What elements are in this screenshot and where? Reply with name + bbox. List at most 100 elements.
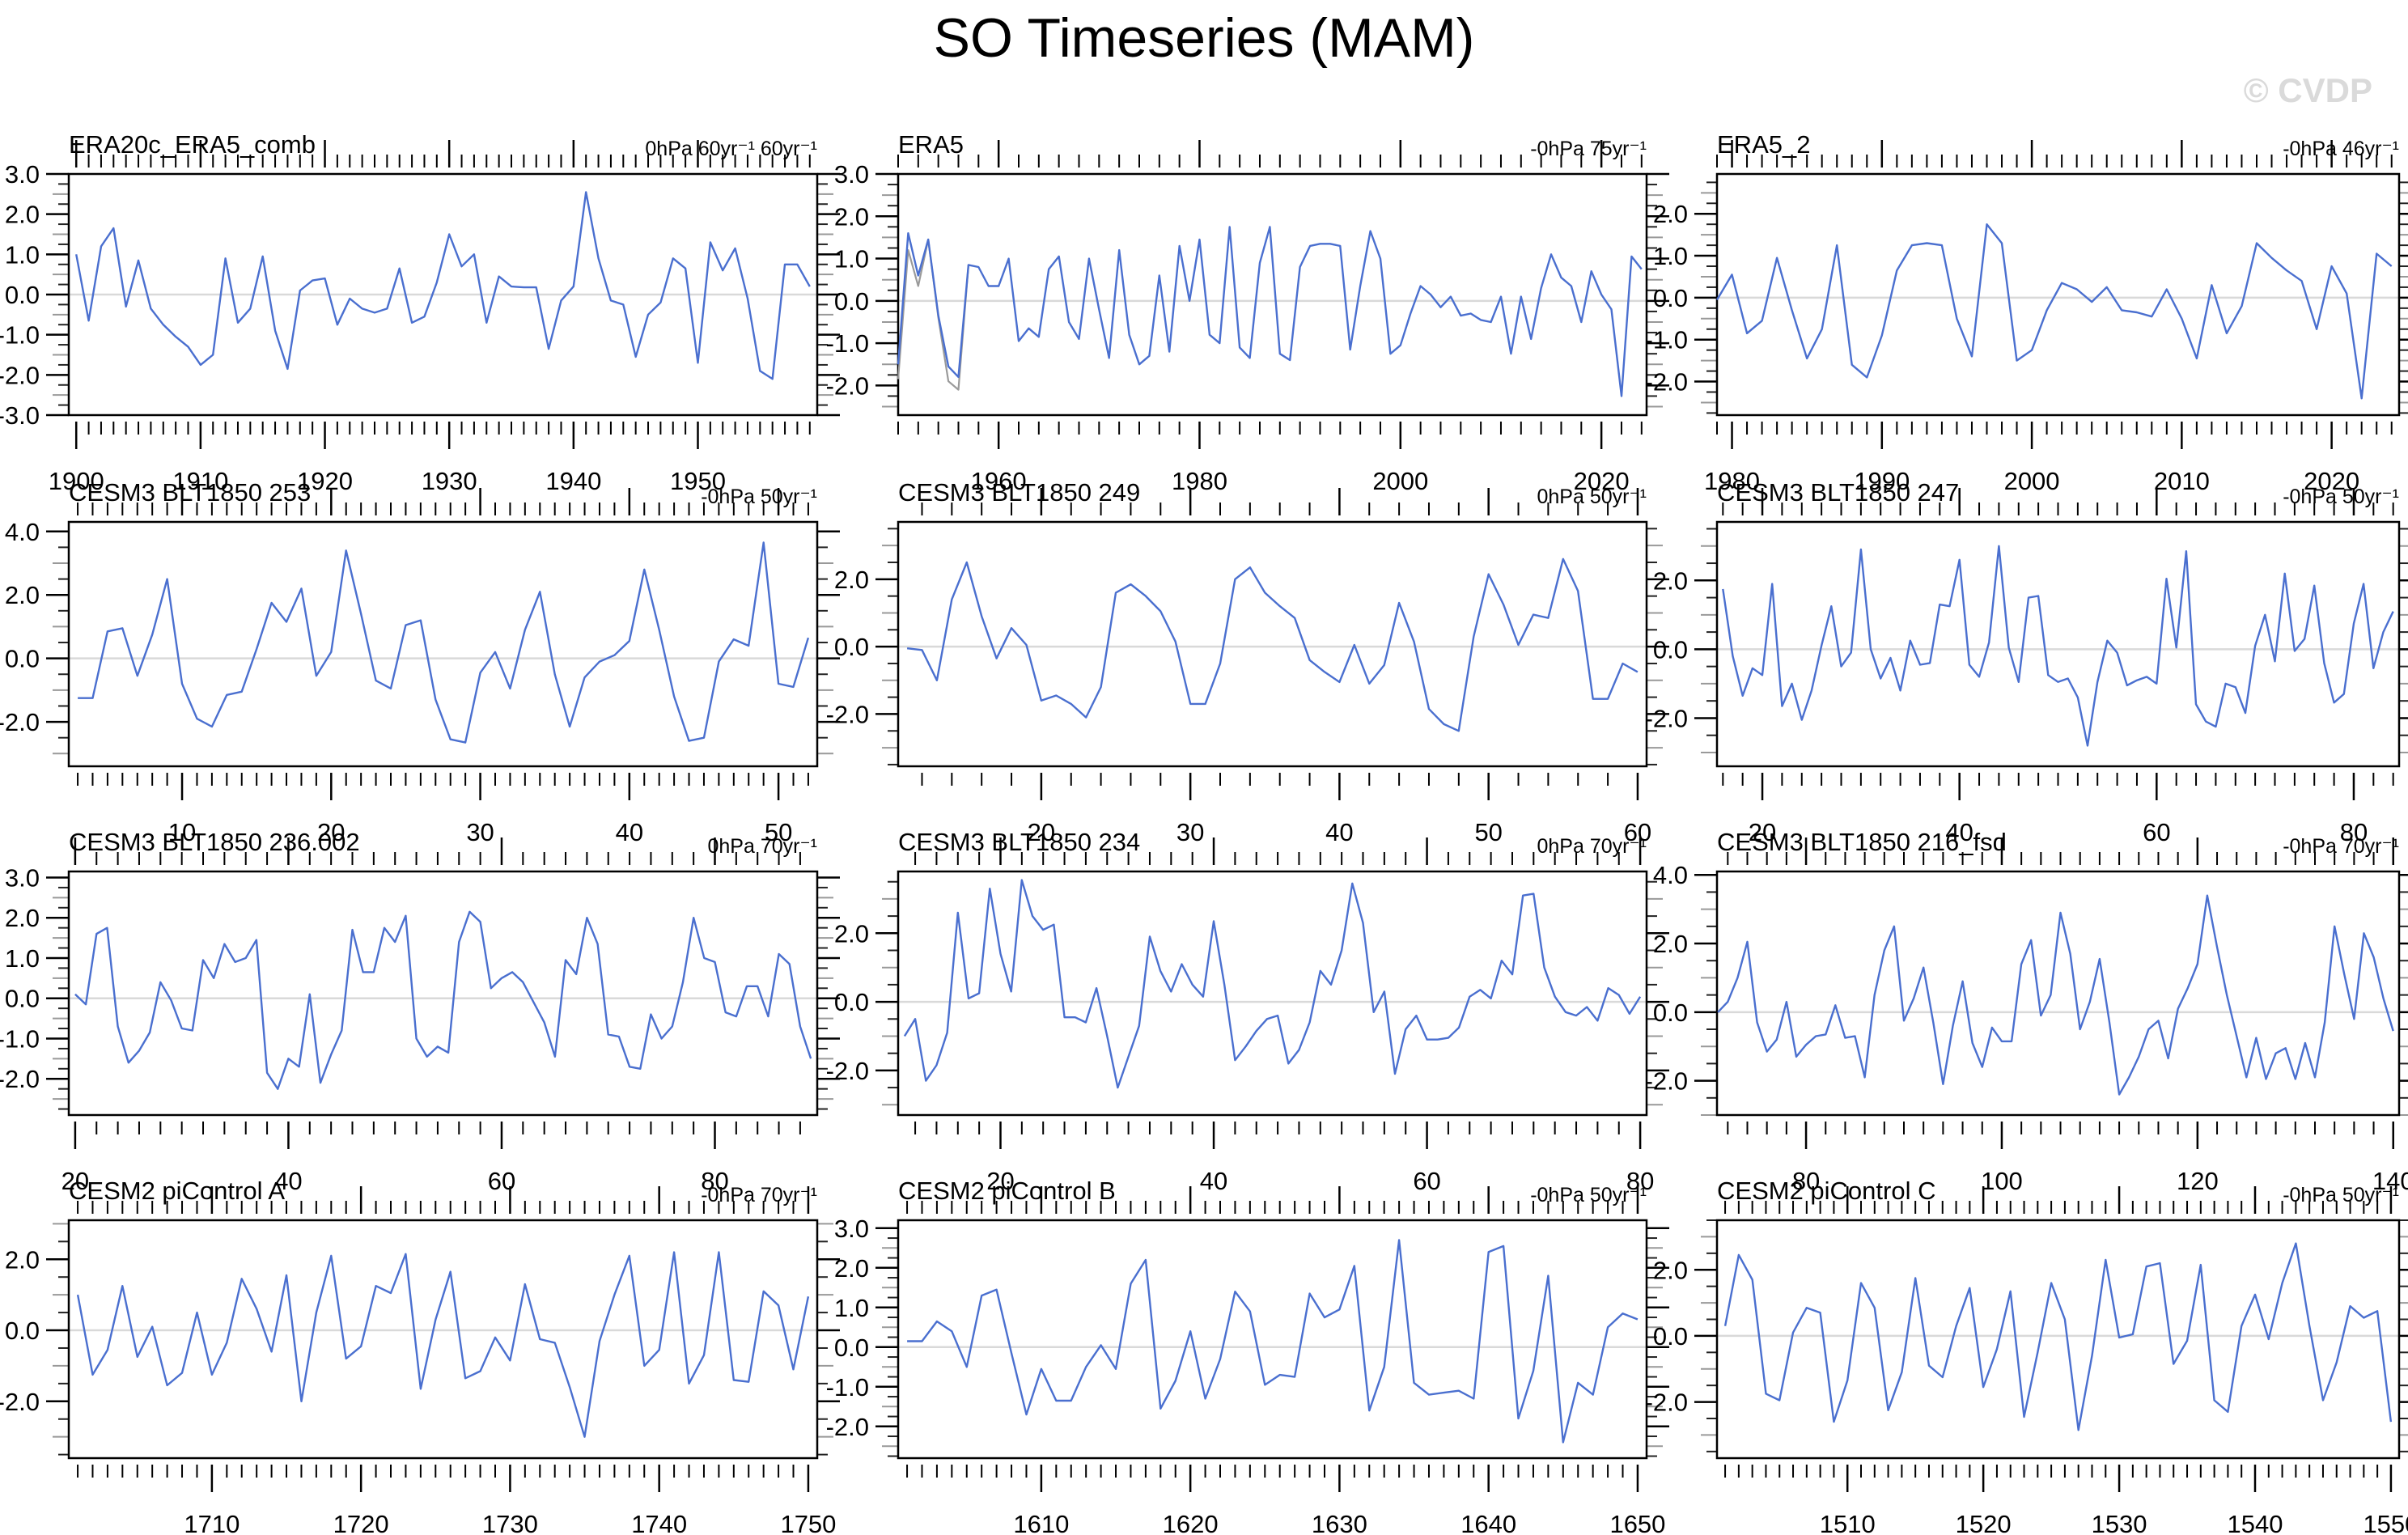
chart-title: CESM2 piControl C (1717, 1177, 1936, 1205)
chart-plot-4: 20 30 40 50 60 -2.0 0.0 2.0 (826, 488, 1669, 846)
x-tick-label: 100 (1981, 1167, 2023, 1195)
x-tick-label: 2020 (1574, 467, 1630, 495)
plot-frame (67, 1219, 819, 1460)
x-tick-label: 1610 (1013, 1510, 1069, 1535)
plot-frame (1715, 1219, 2401, 1460)
y-tick-label: 0.0 (834, 633, 869, 661)
y-tick-label: 1.0 (5, 944, 40, 973)
chart-plot-6: 20 40 60 80-2.0-1.00.01.02.03.0 (0, 837, 840, 1195)
axis-ticks (875, 1186, 1669, 1492)
x-tick-label: 40 (616, 818, 643, 846)
x-tick-label: 20 (1028, 818, 1055, 846)
chart-panel-10: CESM2 piControl B -0hPa 50yr⁻¹ 1610 1620 163… (809, 1147, 1679, 1535)
chart-panel-3: CESM3 BLT1850 253 -0hPa 50yr⁻¹ 10 20 30 40 50 -… (0, 449, 850, 855)
x-tick-label: 1980 (1704, 467, 1760, 495)
y-tick-label: 0.0 (1653, 284, 1688, 312)
chart-plot-5: 20 40 60 80 -2.0 0.0 2.0 (1645, 488, 2408, 846)
chart-plot-10: 1610 1620 1630 1640 1650 -2.0 -1.0 0.0 1.0 2.0 3.0 (826, 1186, 1669, 1535)
axis-ticks (46, 488, 840, 800)
x-tick-label: 60 (1624, 818, 1651, 846)
plot-frame (67, 520, 819, 768)
y-tick-label: -2.0 (826, 1057, 869, 1085)
y-tick-label: 0.0 (5, 1317, 40, 1345)
x-tick-label: 2000 (1372, 467, 1428, 495)
y-tick-label: 2.0 (834, 202, 869, 231)
chart-units-label: 0hPa 70yr⁻¹ (707, 835, 818, 858)
axis-ticks (1694, 140, 2408, 449)
y-tick-label: -1.0 (0, 321, 40, 350)
x-tick-label: 1940 (545, 467, 601, 495)
y-tick-label: 0.0 (1653, 1322, 1688, 1351)
chart-plot-3: 10 20 30 40 50 -2.0 0.0 2.0 4.0 (0, 488, 840, 846)
x-tick-label: 20 (986, 1167, 1014, 1195)
series-line (903, 879, 1642, 1089)
x-tick-label: 1710 (184, 1510, 240, 1535)
x-tick-label: 1750 (780, 1510, 836, 1535)
chart-title: CESM2 piControl A (69, 1177, 286, 1205)
x-tick-label: 80 (1792, 1167, 1820, 1195)
series-line-gray (897, 238, 969, 391)
chart-plot-11: 1510 1520 1530 1540 1550 -2.0 0.0 2.0 (1645, 1186, 2408, 1535)
series-line (1715, 223, 2393, 400)
x-tick-label: 1540 (2228, 1510, 2283, 1535)
x-tick-label: 1720 (333, 1510, 389, 1535)
y-tick-label: 0.0 (1653, 635, 1688, 664)
y-tick-label: 2.0 (834, 1254, 869, 1283)
y-tick-label: 2.0 (5, 201, 40, 229)
y-tick-label: 3.0 (5, 863, 40, 892)
plot-frame (1715, 520, 2401, 768)
x-tick-label: 40 (1325, 818, 1353, 846)
x-tick-label: 30 (1176, 818, 1204, 846)
plot-frame (897, 520, 1648, 768)
y-tick-label: -2.0 (1645, 1389, 1688, 1417)
x-tick-label: 40 (1945, 818, 1973, 846)
plot-frame (67, 870, 819, 1117)
chart-panel-2: ERA5_2 -0hPa 46yr⁻¹ 1980 1990 2000 2010 2020 -2… (1628, 101, 2408, 504)
chart-units-label: -0hPa 50yr⁻¹ (2283, 1184, 2399, 1206)
chart-plot-0: 1900 1910 1920 1930 1940 1950-3.0-2.0-1.00.01… (0, 140, 840, 495)
x-tick-label: 1550 (2363, 1510, 2408, 1535)
y-tick-label: -1.0 (826, 1373, 869, 1401)
chart-units-label: 0hPa 60yr⁻¹ 60yr⁻¹ (645, 138, 817, 160)
y-tick-label: -2.0 (0, 361, 40, 389)
x-tick-label: 1990 (1854, 467, 1910, 495)
series-line (1717, 894, 2394, 1096)
chart-units-label: 0hPa 50yr⁻¹ (1537, 486, 1647, 508)
chart-title: CESM3 BLT1850 234 (898, 828, 1141, 856)
y-tick-label: -2.0 (0, 1065, 40, 1093)
x-tick-label: 1740 (631, 1510, 687, 1535)
x-tick-label: 120 (2177, 1167, 2219, 1195)
x-tick-label: 50 (765, 818, 792, 846)
x-tick-label: 1530 (2092, 1510, 2147, 1535)
y-tick-label: 1.0 (834, 245, 869, 274)
y-tick-label: 0.0 (5, 985, 40, 1013)
y-tick-label: 2.0 (5, 1245, 40, 1274)
y-tick-label: 3.0 (5, 160, 40, 189)
plot-frame (67, 172, 819, 417)
chart-title: CESM2 piControl B (898, 1177, 1116, 1205)
plot-frame (897, 1219, 1648, 1460)
axis-ticks (875, 488, 1669, 800)
x-tick-label: 1920 (297, 467, 353, 495)
chart-units-label: -0hPa 70yr⁻¹ (2283, 835, 2399, 858)
y-tick-label: 3.0 (834, 160, 869, 189)
x-tick-label: 80 (1626, 1167, 1654, 1195)
x-tick-label: 1640 (1460, 1510, 1516, 1535)
axis-ticks (46, 837, 840, 1149)
x-tick-label: 40 (274, 1167, 302, 1195)
x-tick-label: 20 (317, 818, 345, 846)
y-tick-label: -2.0 (826, 700, 869, 728)
chart-title: CESM3 BLT1850 247 (1717, 478, 1960, 507)
series-line (897, 226, 1643, 397)
axis-ticks (1694, 837, 2408, 1149)
x-tick-label: 1520 (1956, 1510, 2012, 1535)
chart-panel-4: CESM3 BLT1850 249 0hPa 50yr⁻¹ 20 30 40 50 60 -2… (809, 449, 1679, 855)
y-tick-label: 2.0 (5, 581, 40, 609)
x-tick-label: 1900 (49, 467, 104, 495)
x-tick-label: 20 (61, 1167, 89, 1195)
x-tick-label: 60 (1413, 1167, 1440, 1195)
x-tick-label: 2010 (2154, 467, 2210, 495)
y-tick-label: -1.0 (0, 1024, 40, 1053)
x-tick-label: 1950 (670, 467, 726, 495)
y-tick-label: -2.0 (1645, 704, 1688, 732)
